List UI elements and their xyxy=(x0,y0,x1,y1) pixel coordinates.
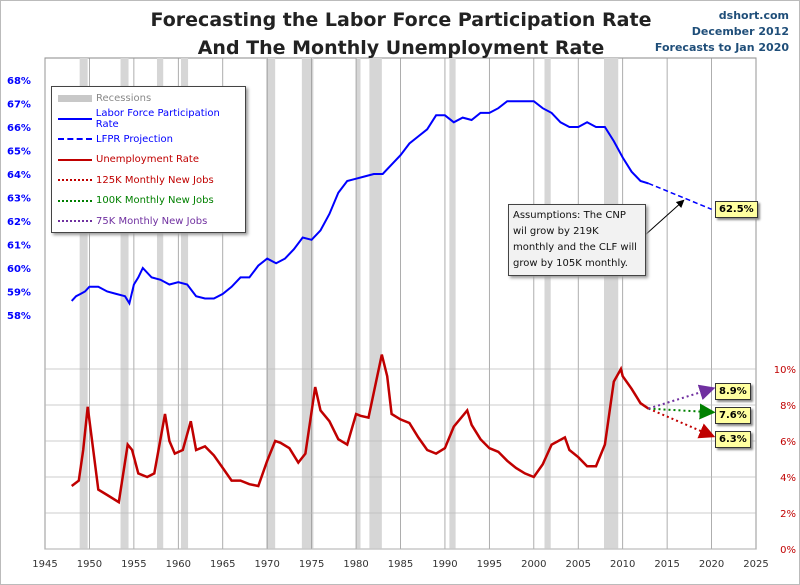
recession-band xyxy=(604,58,619,549)
x-tick-label: 2000 xyxy=(521,559,546,570)
legend-item: LFPR Projection xyxy=(58,132,173,146)
x-tick-label: 1945 xyxy=(32,559,57,570)
legend-swatch xyxy=(58,199,92,202)
left-tick-label: 58% xyxy=(7,311,31,322)
chart-subtitle: And The Monthly Unemployment Rate xyxy=(197,37,605,59)
right-tick-label: 4% xyxy=(780,473,796,484)
legend-item: 75K Monthly New Jobs xyxy=(58,214,207,228)
projection-label-100k: 7.6% xyxy=(715,407,751,424)
x-tick-label: 1950 xyxy=(77,559,102,570)
left-tick-label: 59% xyxy=(7,288,31,299)
recession-band xyxy=(180,58,189,549)
unemployment-projection-line xyxy=(648,384,716,410)
legend-label: 100K Monthly New Jobs xyxy=(96,195,214,206)
legend-label: Recessions xyxy=(96,92,152,104)
legend: Recessions Labor Force Participation Rate… xyxy=(51,86,246,233)
left-tick-label: 63% xyxy=(7,194,31,205)
legend-item: Unemployment Rate xyxy=(58,153,199,167)
legend-item: 100K Monthly New Jobs xyxy=(58,194,214,208)
unemployment-projection-line xyxy=(648,407,716,439)
legend-swatch xyxy=(58,158,92,161)
recession-band xyxy=(356,58,361,549)
lfpr-line xyxy=(70,100,649,306)
projection-label-75k: 8.9% xyxy=(715,383,751,400)
legend-swatch xyxy=(58,117,92,120)
recession-band xyxy=(301,58,314,549)
legend-label: LFPR Projection xyxy=(96,133,173,145)
x-tick-label: 2025 xyxy=(743,559,768,570)
chart-title: Forecasting the Labor Force Participatio… xyxy=(150,9,652,31)
left-tick-label: 66% xyxy=(7,123,31,134)
recession-band xyxy=(156,58,164,549)
x-tick-label: 1990 xyxy=(432,559,457,570)
legend-label: 75K Monthly New Jobs xyxy=(96,215,208,227)
recession-band xyxy=(369,58,382,549)
x-tick-label: 1965 xyxy=(210,559,235,570)
lfpr-projection-line xyxy=(648,182,712,210)
legend-label: Labor Force Participation Rate xyxy=(95,107,220,130)
recession-band xyxy=(79,58,88,549)
projection-label-125k: 6.3% xyxy=(715,431,751,448)
right-tick-label: 10% xyxy=(774,365,796,376)
recession-band xyxy=(544,58,551,549)
left-tick-label: 61% xyxy=(7,241,31,252)
annotation-arrow xyxy=(643,199,685,237)
x-tick-label: 2015 xyxy=(654,559,679,570)
x-tick-label: 1975 xyxy=(299,559,324,570)
x-tick-label: 1955 xyxy=(121,559,146,570)
left-tick-label: 68% xyxy=(7,76,31,87)
left-tick-label: 65% xyxy=(7,147,31,158)
recession-band xyxy=(449,58,456,549)
legend-item: Labor Force Participation Rate xyxy=(58,108,245,130)
x-tick-label: 1995 xyxy=(477,559,502,570)
x-tick-label: 2020 xyxy=(699,559,724,570)
legend-label: Unemployment Rate xyxy=(96,154,199,165)
left-tick-label: 67% xyxy=(7,100,31,111)
x-tick-label: 1960 xyxy=(166,559,191,570)
x-tick-label: 1970 xyxy=(254,559,279,570)
date-label: December 2012 xyxy=(691,25,789,38)
right-tick-label: 0% xyxy=(780,545,796,556)
forecast-label: Forecasts to Jan 2020 xyxy=(654,41,789,54)
left-tick-label: 64% xyxy=(7,170,31,181)
legend-swatch xyxy=(58,94,92,102)
right-tick-label: 8% xyxy=(780,401,796,412)
left-tick-label: 60% xyxy=(7,264,31,275)
x-tick-label: 1985 xyxy=(388,559,413,570)
x-tick-label: 2010 xyxy=(610,559,635,570)
recession-band xyxy=(120,58,129,549)
lfpr-projection-label: 62.5% xyxy=(715,201,758,218)
right-tick-label: 2% xyxy=(780,509,796,520)
x-tick-label: 1980 xyxy=(343,559,368,570)
legend-item: Recessions xyxy=(58,91,151,105)
source-label: dshort.com xyxy=(718,9,789,22)
legend-swatch xyxy=(58,179,92,181)
legend-label: 125K Monthly New Jobs xyxy=(96,174,214,186)
x-tick-label: 2005 xyxy=(566,559,591,570)
unemployment-line xyxy=(70,354,650,505)
legend-item: 125K Monthly New Jobs xyxy=(58,173,214,187)
legend-swatch xyxy=(58,220,92,222)
legend-swatch xyxy=(58,138,92,140)
unemployment-projection-line xyxy=(648,403,716,420)
assumptions-annotation: Assumptions: The CNP wil grow by 219K mo… xyxy=(508,204,646,276)
recession-band xyxy=(266,58,276,549)
right-tick-label: 6% xyxy=(780,437,796,448)
left-tick-label: 62% xyxy=(7,217,31,228)
